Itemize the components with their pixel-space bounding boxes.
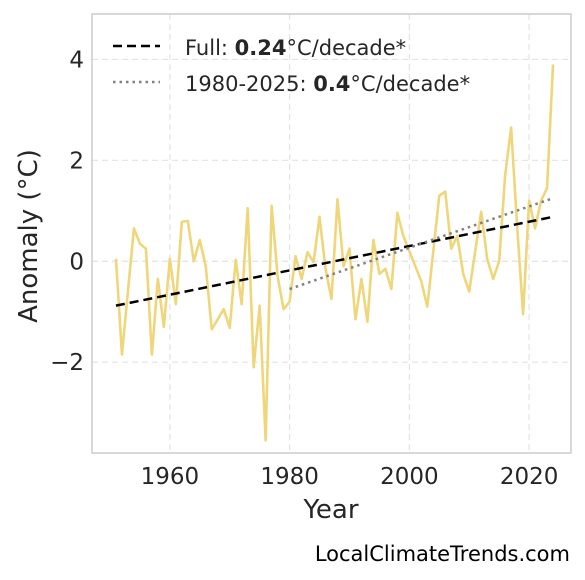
legend-recent-value: 0.4 (313, 72, 350, 96)
legend-full-value: 0.24 (235, 36, 287, 60)
legend-recent-suffix: °C/decade* (350, 72, 470, 96)
y-tick-label: −2 (50, 350, 84, 376)
full-trend-line (115, 215, 554, 307)
x-tick-label: 1980 (260, 464, 319, 490)
plot-frame (91, 13, 572, 454)
x-tick-labels: 1960 1980 2000 2020 (141, 464, 559, 490)
y-tick-label: 4 (69, 47, 84, 73)
series-layer (114, 64, 555, 442)
legend-recent-prefix: 1980-2025: (185, 72, 313, 96)
y-tick-label: 0 (69, 249, 84, 275)
y-axis-label: Anomaly (°C) (14, 149, 44, 323)
plot-background (92, 14, 571, 453)
x-tick-label: 2000 (380, 464, 439, 490)
x-gridlines (169, 14, 530, 453)
legend-label-full: Full: 0.24°C/decade* (185, 36, 406, 60)
legend-full-prefix: Full: (185, 36, 235, 60)
y-tick-label: 2 (69, 148, 84, 174)
y-tick-labels: −2 0 2 4 (50, 47, 84, 376)
legend-full-suffix: °C/decade* (287, 36, 407, 60)
x-tick-label: 2020 (500, 464, 559, 490)
legend: Full: 0.24°C/decade* 1980-2025: 0.4°C/de… (113, 36, 470, 96)
credit-text: LocalClimateTrends.com (315, 542, 570, 566)
anomaly-line (114, 64, 555, 442)
x-tick-label: 1960 (141, 464, 200, 490)
x-axis-label: Year (302, 495, 358, 525)
legend-label-recent: 1980-2025: 0.4°C/decade* (185, 72, 470, 96)
recent-trend-line (289, 196, 554, 291)
